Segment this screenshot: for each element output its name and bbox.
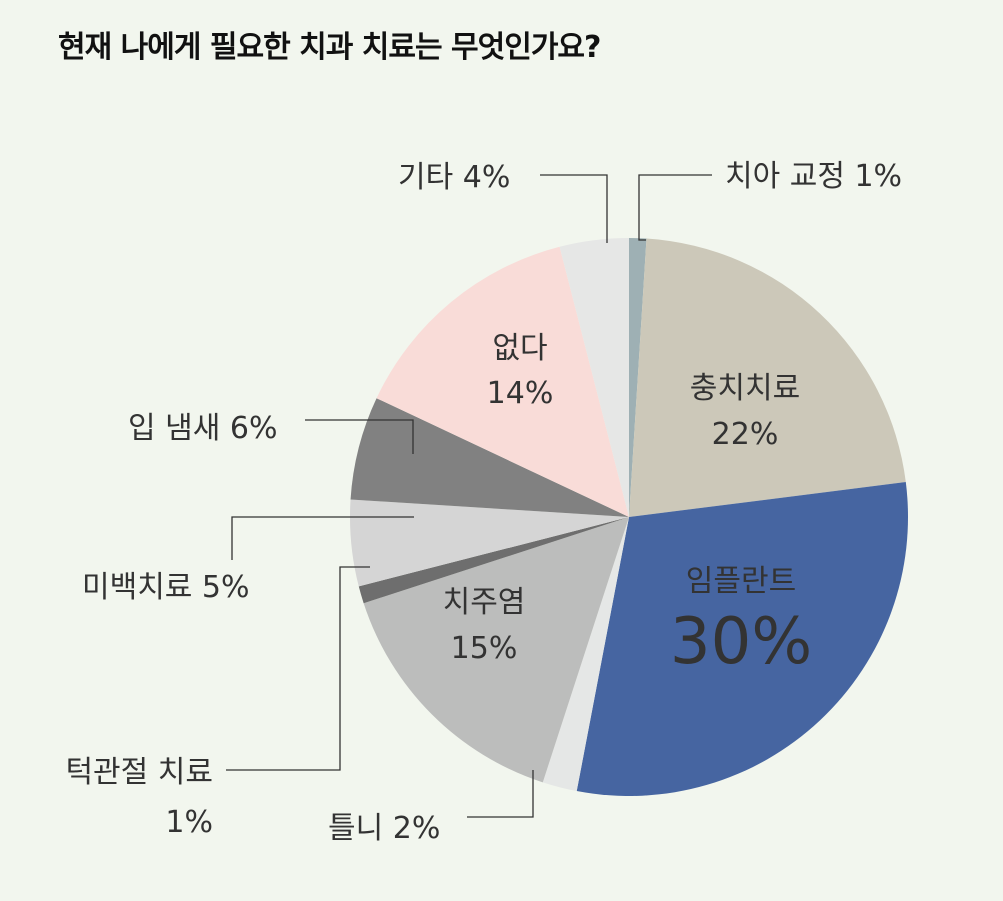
slice-label: 입 냄새 6% [128, 411, 277, 446]
pie-slice [350, 499, 629, 587]
pie-slice [358, 517, 629, 604]
chart-title: 현재 나에게 필요한 치과 치료는 무엇인가요? [58, 30, 601, 65]
slice-label: 기타 4% [398, 160, 510, 195]
slice-value-label: 1% [165, 805, 213, 840]
slice-label: 없다 [492, 331, 547, 366]
pie-slice [629, 238, 906, 518]
leader-line [226, 566, 370, 771]
slice-value-label: 14% [487, 376, 554, 411]
leader-line [540, 174, 608, 243]
leader-line [467, 770, 534, 818]
slice-value-label: 22% [712, 417, 779, 452]
leader-line [231, 516, 414, 560]
slice-label: 치아 교정 1% [725, 159, 902, 194]
pie-slice [376, 246, 629, 517]
pie-slice [363, 517, 629, 783]
pie-slice [629, 237, 647, 517]
slice-value-label: 15% [451, 631, 518, 666]
slice-value-label: 30% [670, 605, 812, 679]
pie-slice [559, 238, 629, 517]
slice-label: 미백치료 5% [82, 570, 250, 605]
slice-label: 치주염 [443, 585, 526, 620]
slice-label: 충치치료 [690, 371, 800, 406]
pie-slice [542, 517, 629, 792]
leader-line [305, 419, 414, 454]
pie-slice [576, 482, 909, 797]
pie-slice [350, 398, 629, 517]
slice-label: 임플란트 [686, 564, 796, 599]
slice-label: 턱관절 치료 [65, 755, 213, 790]
slice-label: 틀니 2% [328, 811, 440, 846]
leader-line [638, 174, 712, 241]
